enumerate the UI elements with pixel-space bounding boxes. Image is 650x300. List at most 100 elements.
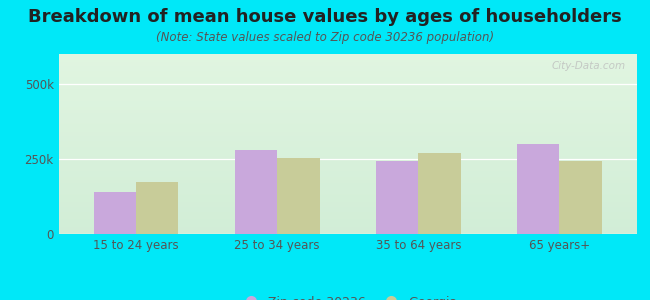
Bar bbox=[58, 81, 637, 82]
Bar bbox=[58, 138, 637, 140]
Bar bbox=[58, 146, 637, 147]
Bar bbox=[58, 122, 637, 123]
Bar bbox=[58, 189, 637, 190]
Bar bbox=[58, 141, 637, 142]
Bar bbox=[58, 158, 637, 159]
Bar bbox=[277, 158, 320, 234]
Bar bbox=[58, 208, 637, 210]
Bar bbox=[58, 210, 637, 212]
Bar bbox=[376, 160, 419, 234]
Bar bbox=[58, 128, 637, 129]
Bar bbox=[58, 184, 637, 186]
Bar bbox=[58, 123, 637, 124]
Text: Breakdown of mean house values by ages of householders: Breakdown of mean house values by ages o… bbox=[28, 8, 622, 26]
Bar bbox=[58, 188, 637, 189]
Bar bbox=[58, 61, 637, 63]
Bar bbox=[58, 60, 637, 61]
Bar bbox=[58, 103, 637, 105]
Bar bbox=[58, 72, 637, 74]
Bar bbox=[58, 224, 637, 225]
Bar bbox=[58, 202, 637, 204]
Bar bbox=[58, 58, 637, 60]
Bar bbox=[58, 80, 637, 81]
Bar bbox=[58, 153, 637, 154]
Bar bbox=[517, 144, 560, 234]
Bar bbox=[58, 201, 637, 202]
Bar bbox=[58, 196, 637, 198]
Bar bbox=[58, 94, 637, 96]
Bar bbox=[58, 100, 637, 102]
Bar bbox=[58, 230, 637, 231]
Bar bbox=[58, 114, 637, 116]
Bar bbox=[58, 192, 637, 194]
Bar bbox=[58, 90, 637, 92]
Bar bbox=[58, 117, 637, 118]
Bar bbox=[58, 159, 637, 160]
Text: (Note: State values scaled to Zip code 30236 population): (Note: State values scaled to Zip code 3… bbox=[156, 32, 494, 44]
Bar bbox=[58, 74, 637, 75]
Bar bbox=[58, 200, 637, 201]
Bar bbox=[58, 102, 637, 104]
Bar bbox=[58, 147, 637, 148]
Bar bbox=[58, 154, 637, 156]
Bar bbox=[58, 106, 637, 108]
Bar bbox=[58, 111, 637, 112]
Bar bbox=[58, 120, 637, 122]
Bar bbox=[58, 87, 637, 88]
Bar bbox=[58, 165, 637, 166]
Bar bbox=[58, 130, 637, 132]
Bar bbox=[58, 222, 637, 224]
Bar bbox=[58, 190, 637, 192]
Bar bbox=[58, 144, 637, 146]
Bar bbox=[58, 169, 637, 171]
Bar bbox=[58, 160, 637, 162]
Bar bbox=[58, 99, 637, 100]
Bar bbox=[58, 168, 637, 170]
Bar bbox=[58, 206, 637, 207]
Bar bbox=[58, 226, 637, 228]
Bar bbox=[58, 164, 637, 165]
Bar bbox=[58, 134, 637, 135]
Bar bbox=[58, 156, 637, 158]
Bar bbox=[58, 178, 637, 180]
Bar bbox=[58, 195, 637, 196]
Bar bbox=[58, 148, 637, 150]
Bar bbox=[58, 78, 637, 80]
Bar bbox=[235, 150, 277, 234]
Bar bbox=[58, 84, 637, 86]
Bar bbox=[58, 183, 637, 184]
Bar bbox=[58, 220, 637, 222]
Bar bbox=[58, 142, 637, 144]
Bar bbox=[419, 153, 461, 234]
Bar bbox=[58, 232, 637, 234]
Bar bbox=[58, 219, 637, 220]
Bar bbox=[58, 186, 637, 188]
Bar bbox=[58, 108, 637, 110]
Bar bbox=[58, 82, 637, 84]
Bar bbox=[58, 118, 637, 120]
Bar bbox=[58, 172, 637, 174]
Bar bbox=[58, 140, 637, 141]
Bar bbox=[58, 171, 637, 172]
Bar bbox=[58, 66, 637, 68]
Bar bbox=[58, 112, 637, 114]
Bar bbox=[58, 194, 637, 195]
Bar bbox=[58, 93, 637, 94]
Bar bbox=[58, 63, 637, 64]
Bar bbox=[58, 64, 637, 66]
Bar bbox=[58, 57, 637, 58]
Bar bbox=[58, 213, 637, 214]
Bar bbox=[58, 174, 637, 176]
Bar bbox=[58, 105, 637, 106]
Bar bbox=[58, 98, 637, 99]
Bar bbox=[58, 176, 637, 177]
Bar bbox=[58, 150, 637, 152]
Bar bbox=[58, 214, 637, 216]
Bar bbox=[58, 75, 637, 76]
Bar bbox=[136, 182, 179, 234]
Bar bbox=[94, 192, 136, 234]
Bar bbox=[58, 177, 637, 178]
Bar bbox=[58, 126, 637, 128]
Bar bbox=[58, 162, 637, 164]
Bar bbox=[58, 182, 637, 183]
